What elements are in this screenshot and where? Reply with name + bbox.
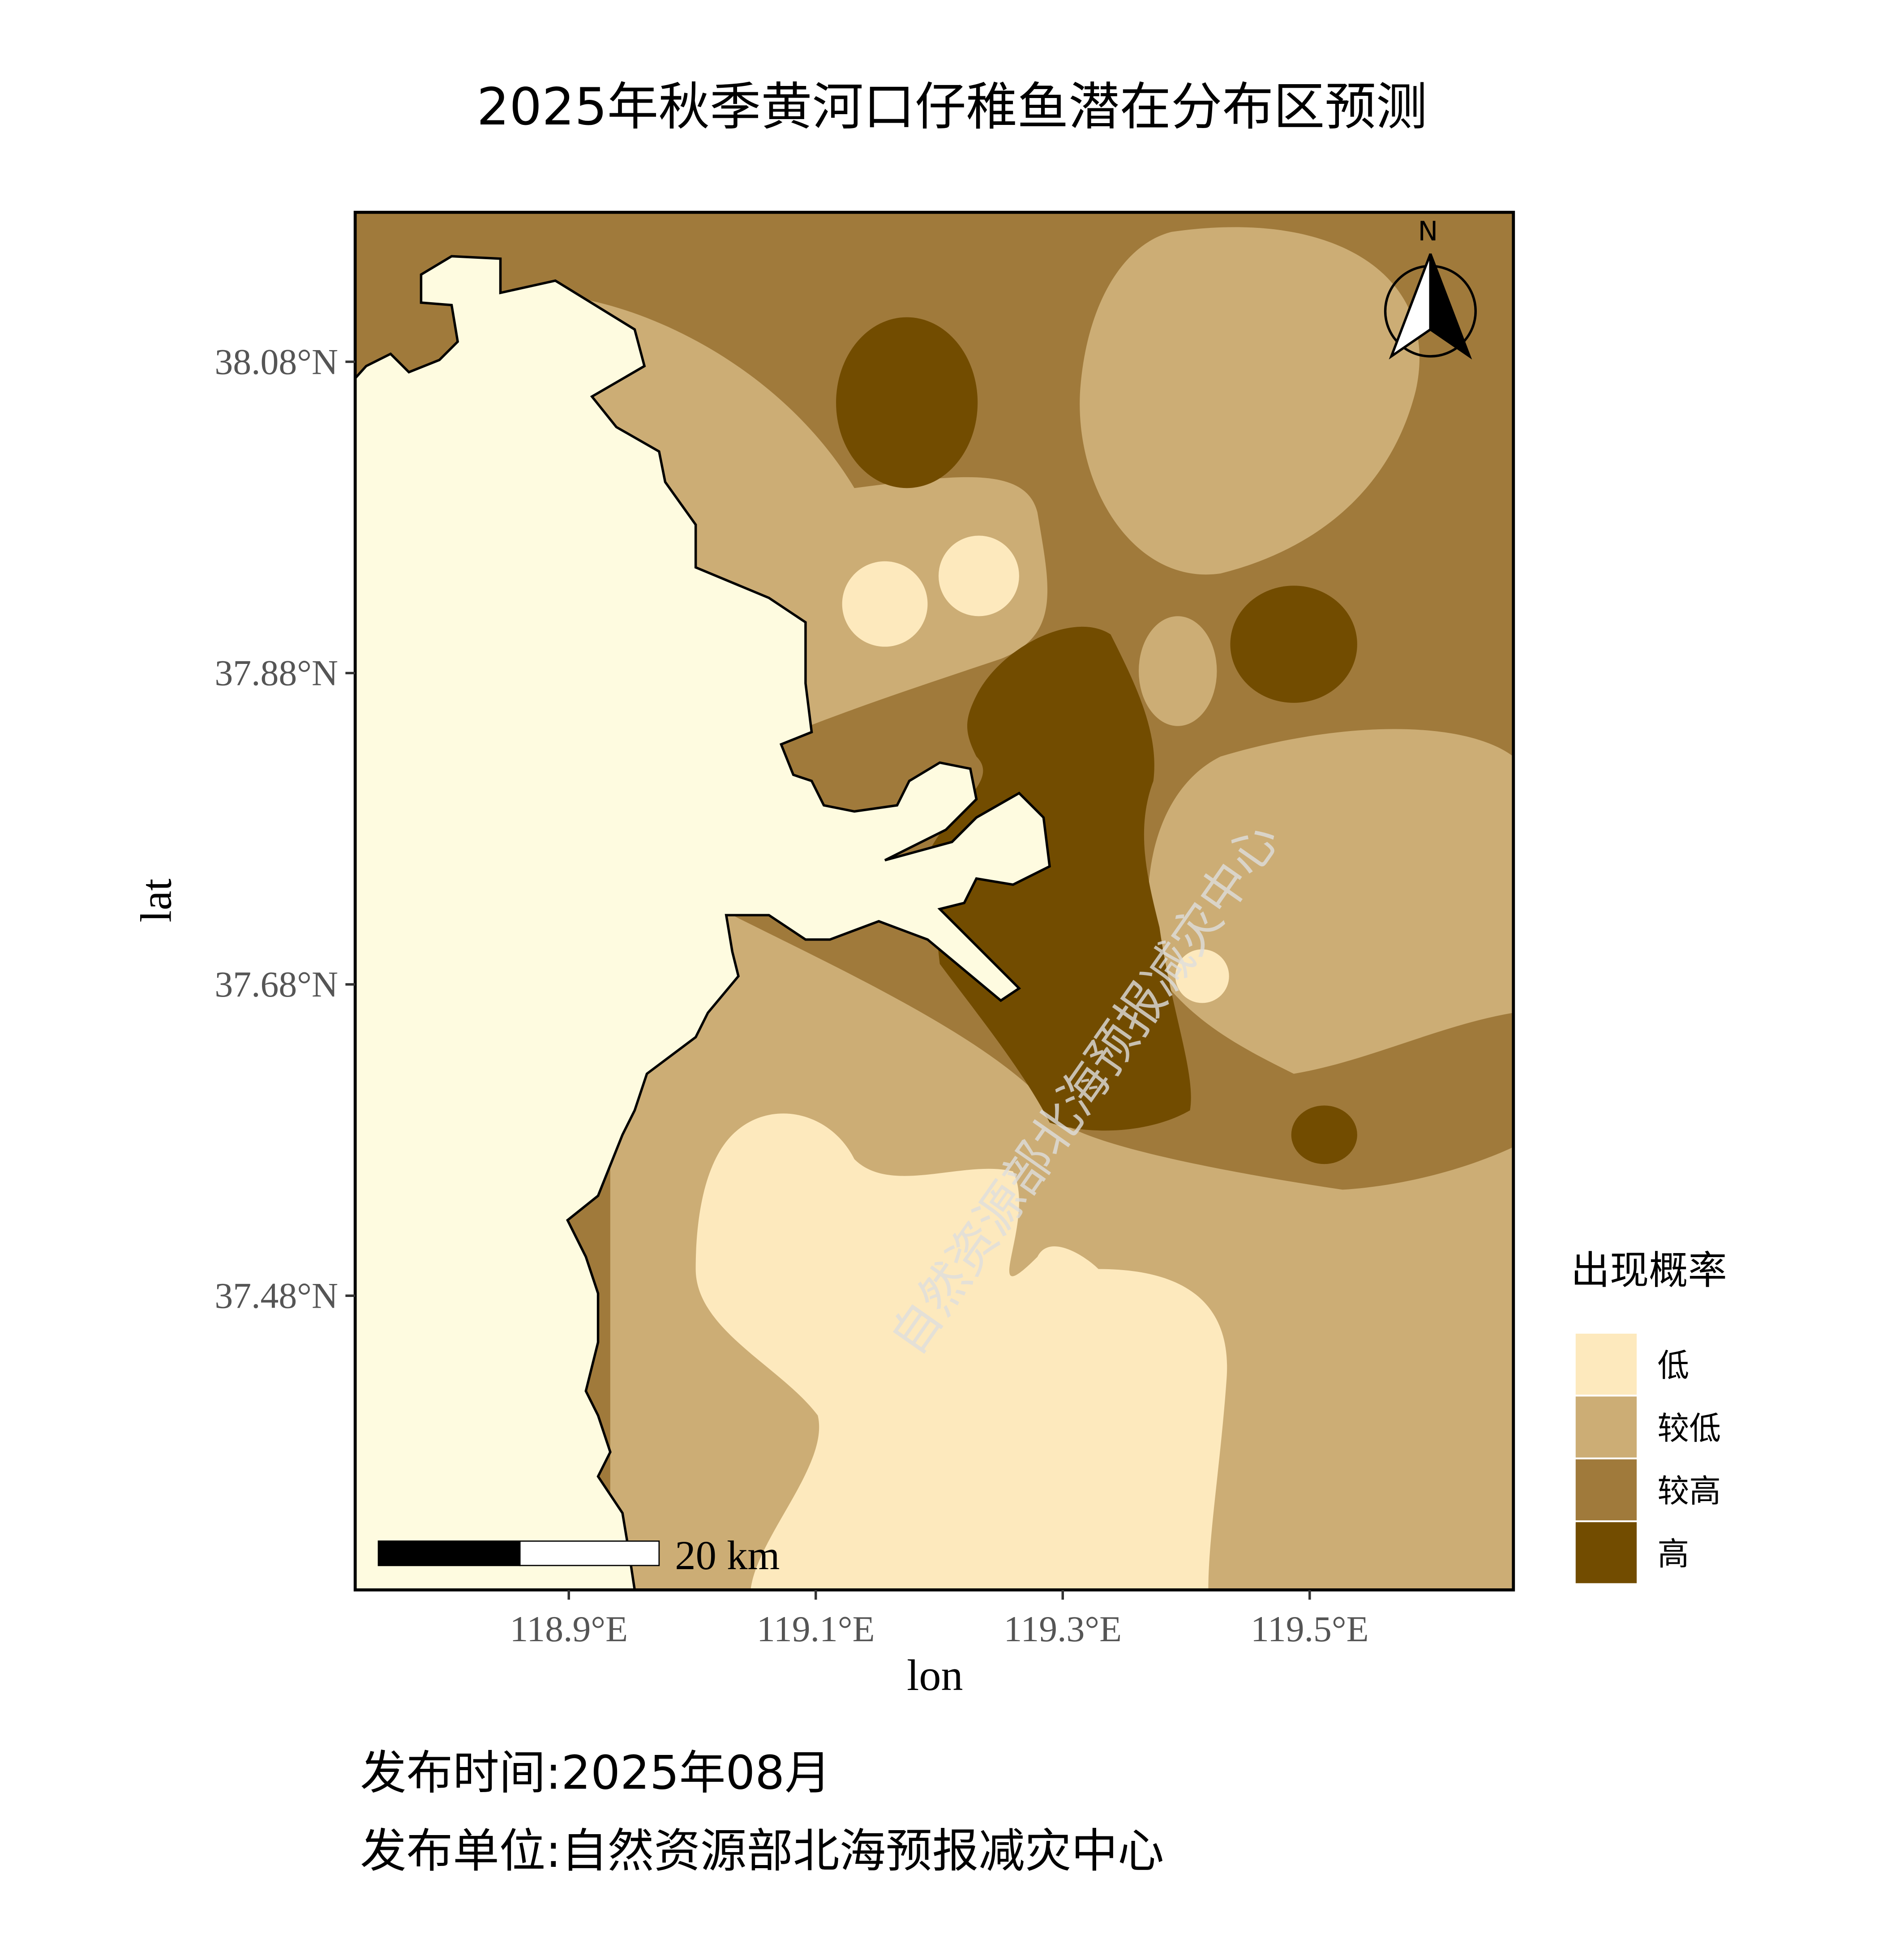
y-axis-label: lat — [133, 878, 181, 922]
legend-swatch — [1575, 1459, 1637, 1521]
x-tick-label: 119.1°E — [757, 1609, 875, 1649]
scale-bar: 20 km — [377, 1532, 780, 1579]
legend-label: 低 — [1657, 1347, 1689, 1384]
zone — [927, 626, 1191, 1131]
legend-swatch — [1575, 1396, 1637, 1458]
zone — [1080, 227, 1419, 575]
zone — [842, 561, 928, 647]
y-tick-label: 37.48°N — [214, 1275, 338, 1316]
zone — [1175, 949, 1229, 1003]
x-tick-label: 119.3°E — [1003, 1609, 1122, 1649]
zone — [1291, 1105, 1357, 1164]
legend-label: 较低 — [1657, 1410, 1721, 1447]
x-tick-label: 118.9°E — [510, 1609, 628, 1649]
zone — [1230, 586, 1357, 703]
legend-label: 高 — [1657, 1536, 1689, 1573]
north-label: N — [1418, 216, 1438, 247]
footer-line: 发布单位:自然资源部北海预报减灾中心 — [360, 1824, 1164, 1878]
zone — [836, 317, 978, 488]
legend-swatch — [1575, 1522, 1637, 1583]
y-tick-label: 37.88°N — [214, 653, 338, 693]
legend-swatch — [1575, 1334, 1637, 1395]
y-tick-label: 38.08°N — [214, 341, 338, 382]
plot-frame — [353, 210, 1515, 1592]
land — [355, 255, 1051, 1590]
y-tick-label: 37.68°N — [214, 964, 338, 1005]
zone — [695, 1113, 1227, 1590]
legend-title: 出现概率 — [1571, 1247, 1727, 1293]
footer-line: 发布时间:2025年08月 — [360, 1746, 831, 1800]
x-axis-label: lon — [907, 1652, 963, 1700]
zone — [1148, 729, 1514, 1074]
scale-label: 20 km — [675, 1532, 780, 1579]
zone — [1139, 616, 1217, 726]
title: 2025年秋季黄河口仔稚鱼潜在分布区预测 — [477, 77, 1428, 137]
legend-label: 较高 — [1657, 1472, 1721, 1510]
north-arrow: N — [1384, 216, 1477, 360]
x-tick-label: 119.5°E — [1251, 1609, 1369, 1649]
map-area: 自然资源部北海预报减灾中心 N 20 km — [355, 212, 1514, 1590]
zone — [939, 535, 1019, 616]
